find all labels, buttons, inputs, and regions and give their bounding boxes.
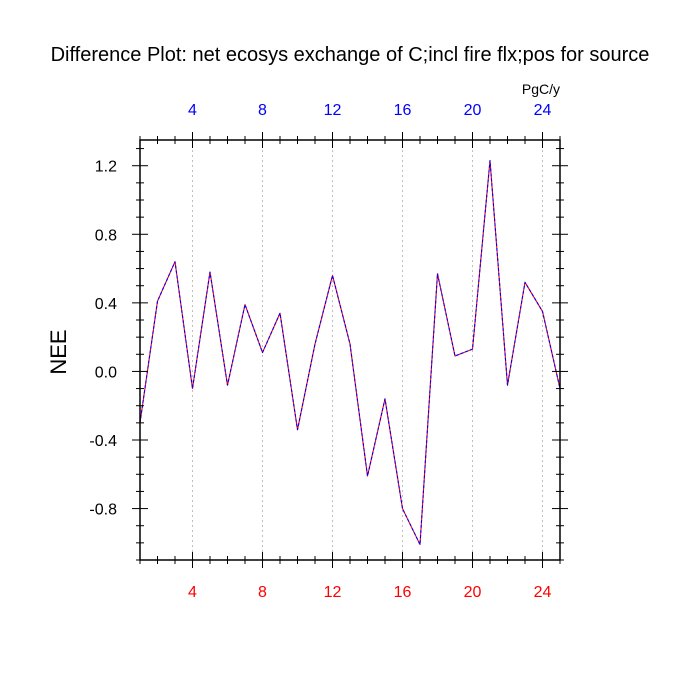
minor-ticks — [136, 136, 564, 564]
data-point — [436, 273, 438, 275]
data-point — [454, 355, 456, 357]
data-point — [366, 475, 368, 477]
data-point — [349, 343, 351, 345]
y-tick-label: 0.4 — [95, 296, 117, 313]
x-tick-label-bottom: 8 — [258, 584, 267, 601]
data-point — [244, 303, 246, 305]
data-point — [279, 312, 281, 314]
data-point — [541, 310, 543, 312]
data-point — [401, 507, 403, 509]
series-line-primary — [139, 160, 561, 546]
data-point — [156, 300, 158, 302]
y-axis-label: NEE — [46, 329, 71, 374]
data-point — [209, 271, 211, 273]
x-tick-label-top: 24 — [534, 102, 552, 119]
series-line-secondary — [139, 160, 561, 546]
plot-frame — [139, 139, 561, 561]
y-tick-label: 1.2 — [95, 159, 117, 176]
data-point — [489, 159, 491, 161]
x-tick-label-bottom: 4 — [188, 584, 197, 601]
series-layer — [139, 159, 561, 546]
data-point — [314, 343, 316, 345]
x-tick-label-bottom: 24 — [534, 584, 552, 601]
x-tick-label-bottom: 12 — [324, 584, 342, 601]
y-tick-label: 0.8 — [95, 227, 117, 244]
grid — [192, 140, 543, 560]
data-point — [296, 429, 298, 431]
x-tick-label-bottom: 16 — [394, 584, 412, 601]
data-point — [191, 387, 193, 389]
x-tick-label-top: 8 — [258, 102, 267, 119]
y-tick-label: -0.8 — [89, 502, 117, 519]
tick-labels: 4 4 8 8 12 12 16 16 20 20 24 24 -0.8 -0.4 0.0 0.4 0.8 1.2 — [89, 102, 551, 601]
data-point — [471, 348, 473, 350]
data-point — [506, 384, 508, 386]
data-point — [384, 398, 386, 400]
data-point — [419, 543, 421, 545]
x-tick-label-top: 20 — [464, 102, 482, 119]
data-point — [261, 351, 263, 353]
x-tick-label-bottom: 20 — [464, 584, 482, 601]
x-tick-label-top: 16 — [394, 102, 412, 119]
units-label: PgC/y — [522, 81, 560, 97]
x-tick-label-top: 12 — [324, 102, 342, 119]
data-point — [174, 261, 176, 263]
major-ticks — [132, 132, 568, 568]
chart-title: Difference Plot: net ecosys exchange of … — [51, 44, 650, 66]
y-tick-label: -0.4 — [89, 433, 117, 450]
data-point — [524, 281, 526, 283]
data-point — [226, 384, 228, 386]
y-tick-label: 0.0 — [95, 364, 117, 381]
data-point — [331, 274, 333, 276]
x-tick-label-top: 4 — [188, 102, 197, 119]
